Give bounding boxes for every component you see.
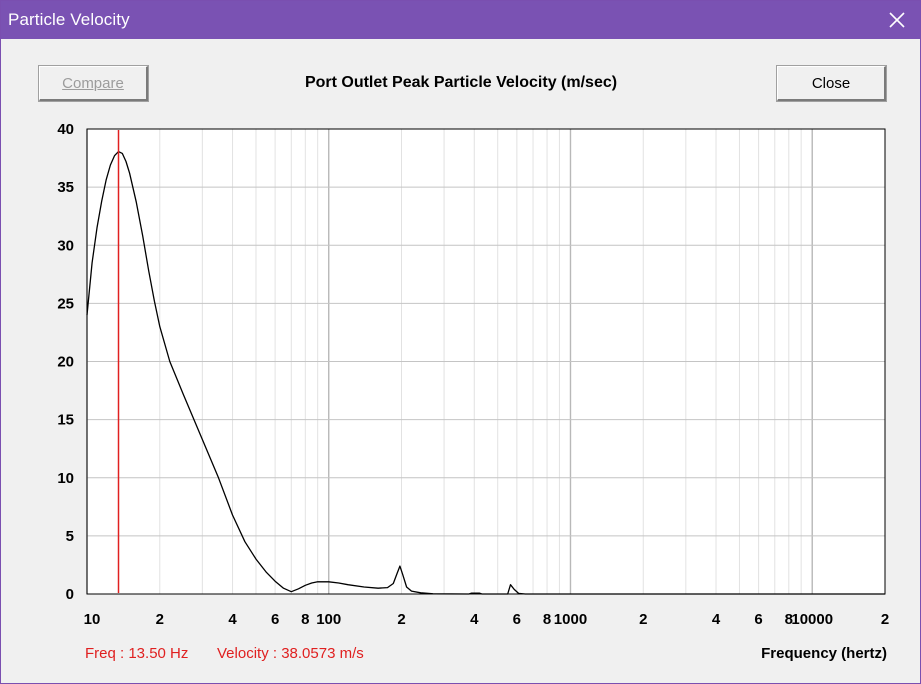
cursor-velocity-readout: Velocity : 38.0573 m/s (217, 645, 364, 662)
x-tick-label: 6 (271, 611, 279, 628)
close-button[interactable]: Close (776, 65, 887, 102)
y-tick-label: 20 (57, 354, 74, 371)
y-tick-label: 10 (57, 470, 74, 487)
y-tick-label: 0 (66, 586, 74, 603)
x-tick-label: 1000 (554, 611, 587, 628)
chart-title: Port Outlet Peak Particle Velocity (m/se… (304, 74, 618, 91)
x-axis-label: Frequency (hertz) (761, 645, 887, 662)
title-bar[interactable]: Particle Velocity (1, 1, 920, 39)
x-tick-label: 4 (228, 611, 237, 628)
x-tick-label: 8 (301, 611, 309, 628)
close-icon (889, 12, 905, 28)
y-tick-label: 35 (57, 179, 74, 196)
x-tick-label: 2 (156, 611, 164, 628)
x-tick-label: 6 (513, 611, 521, 628)
x-tick-label: 4 (470, 611, 479, 628)
x-tick-label: 100 (316, 611, 341, 628)
x-tick-label: 8 (785, 611, 793, 628)
y-tick-label: 40 (57, 121, 74, 138)
x-tick-label: 2 (881, 611, 889, 628)
x-tick-label: 6 (754, 611, 762, 628)
x-tick-label: 8 (543, 611, 551, 628)
x-tick-label: 10 (84, 611, 101, 628)
compare-button[interactable]: Compare (38, 65, 149, 102)
x-tick-label: 2 (397, 611, 405, 628)
y-tick-label: 30 (57, 237, 74, 254)
x-tick-label: 10000 (791, 611, 833, 628)
window-title: Particle Velocity (8, 10, 130, 29)
y-tick-label: 5 (66, 528, 74, 545)
window-close-button[interactable] (874, 1, 920, 39)
velocity-series-line (86, 150, 885, 595)
x-tick-label: 2 (639, 611, 647, 628)
y-tick-label: 15 (57, 412, 74, 429)
x-tick-label: 4 (712, 611, 721, 628)
y-tick-label: 25 (57, 295, 74, 312)
cursor-frequency-readout: Freq : 13.50 Hz (85, 645, 189, 662)
